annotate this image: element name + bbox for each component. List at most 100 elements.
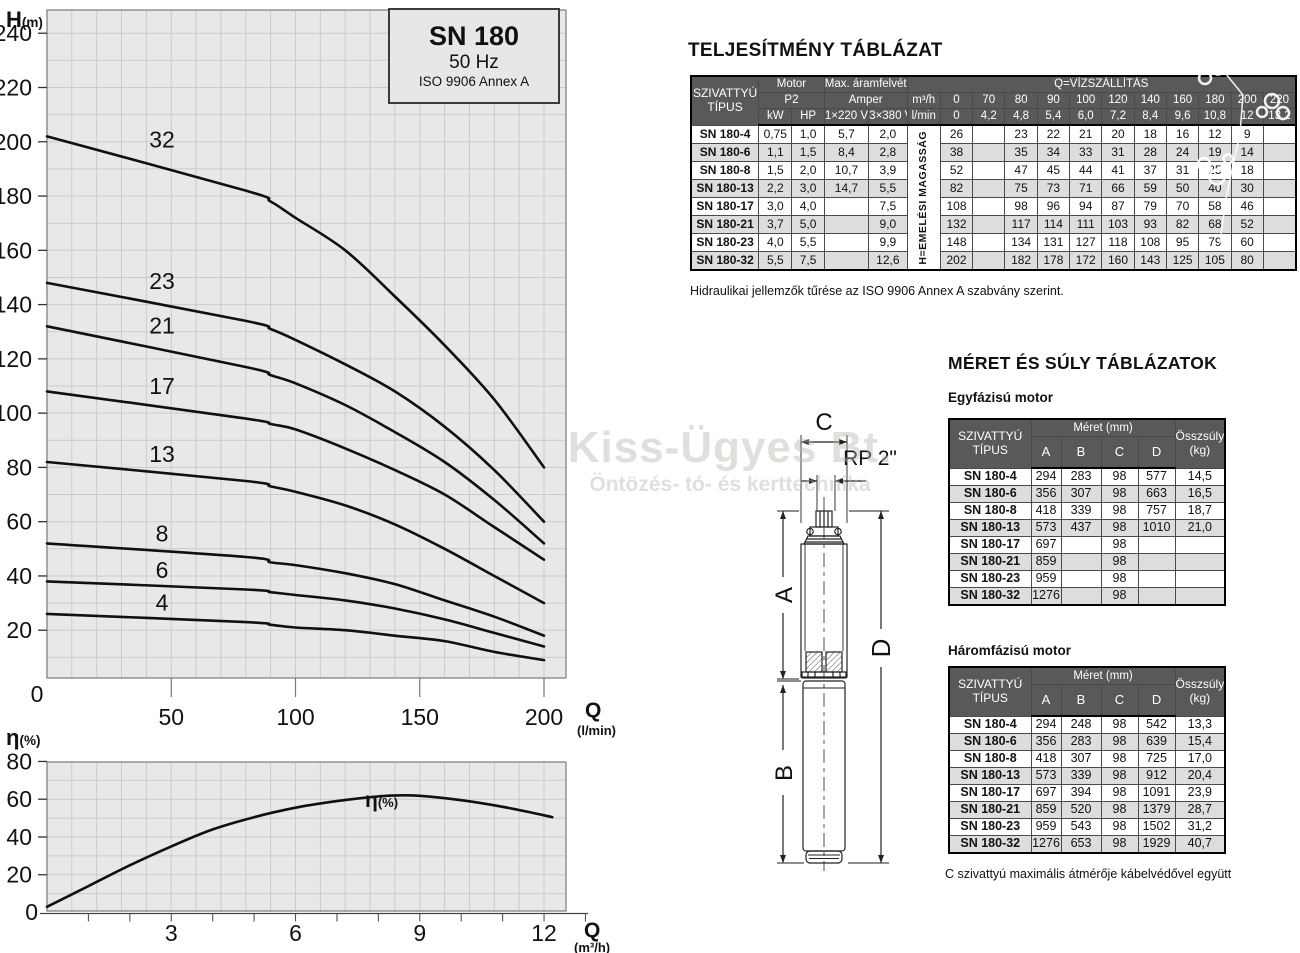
q-m3h-value: 80	[1004, 92, 1038, 109]
y-tick-label: 140	[0, 292, 32, 318]
head-value-cell: 33	[1069, 143, 1103, 162]
head-value-cell: 23	[1004, 124, 1038, 144]
head-value-cell: 114	[1036, 215, 1071, 234]
col-header-d: D	[1137, 684, 1176, 717]
kw-cell: 3,0	[758, 197, 793, 216]
dimension-value-cell	[1137, 570, 1176, 588]
a380-cell: 12,6	[868, 251, 908, 271]
q-lmin-value: 7,2	[1101, 108, 1135, 126]
dimension-row: SN 180-32 1276 98	[948, 587, 1226, 606]
dimension-section-title: MÉRET ÉS SÚLY TÁBLÁZATOK	[948, 353, 1218, 373]
head-value-cell: 41	[1101, 161, 1135, 180]
dimension-value-cell	[1137, 553, 1176, 571]
dimension-row: SN 180-8 418 307 98 725 17,0	[948, 750, 1226, 768]
dimension-value-cell: 757	[1137, 502, 1176, 520]
dimension-value-cell: 98	[1100, 587, 1139, 606]
performance-row: SN 180-21 3,7 5,0 9,0 132 117 114 111 103 93 82 68 5…	[690, 215, 1297, 234]
head-value-cell: 47	[1004, 161, 1038, 180]
head-value-cell: 103	[1101, 215, 1135, 234]
dimension-value-cell: 1929	[1137, 835, 1176, 854]
col-header-p2: P2	[758, 92, 825, 109]
head-value-cell	[972, 124, 1006, 144]
head-value-cell: 35	[1004, 143, 1038, 162]
head-axis-side-label: H=EMELÉSI MAGASSÁG	[906, 124, 941, 271]
dimension-row: SN 180-8 418 339 98 757 18,7	[948, 502, 1226, 520]
hp-cell: 4,0	[791, 197, 825, 216]
dimension-value-cell: 294	[1030, 715, 1062, 734]
dimension-value-cell: 16,5	[1174, 485, 1226, 503]
x-tick-label: 6	[289, 920, 302, 946]
head-value-cell: 87	[1101, 197, 1135, 216]
y-tick-label: 200	[0, 129, 32, 155]
head-value-cell: 66	[1101, 179, 1135, 198]
performance-table: SZIVATTYÚ TÍPUS Motor Max. áramfelvétel …	[690, 75, 1297, 271]
x-tick-label: 12	[531, 920, 557, 946]
a380-cell: 9,0	[868, 215, 908, 234]
pump-curve-6	[45, 580, 546, 648]
dimension-value-cell: 248	[1060, 715, 1102, 734]
head-value-cell: 182	[1004, 251, 1038, 271]
head-value-cell: 22	[1036, 124, 1071, 144]
head-value-cell: 143	[1133, 251, 1167, 271]
dimension-value-cell: 98	[1100, 502, 1139, 520]
dimension-value-cell: 697	[1030, 536, 1062, 554]
col-header-total-weight: Összsúly (kg)	[1174, 666, 1226, 717]
x-axis-title: Q	[585, 699, 601, 722]
performance-row: SN 180-32 5,5 7,5 12,6 202 182 178 172 160 143 125…	[690, 251, 1297, 271]
head-value-cell	[972, 143, 1006, 162]
y-tick-label: 40	[6, 563, 32, 589]
y-tick-label: 20	[6, 617, 32, 643]
head-value-cell: 59	[1133, 179, 1167, 198]
head-value-cell: 73	[1036, 179, 1071, 198]
hp-cell: 1,5	[791, 143, 825, 162]
a380-cell: 9,9	[868, 233, 908, 252]
pump-type-cell: SN 180-8	[948, 750, 1032, 768]
dimension-value-cell: 31,2	[1174, 818, 1226, 836]
pump-type-cell: SN 180-32	[948, 587, 1032, 606]
pump-curve-23	[45, 281, 546, 523]
head-value-cell: 131	[1036, 233, 1071, 252]
head-value-cell: 28	[1133, 143, 1167, 162]
dimension-value-cell: 1276	[1030, 587, 1062, 606]
pump-type-cell: SN 180-21	[948, 553, 1032, 571]
dimension-value-cell: 1379	[1137, 801, 1176, 819]
x-tick-label: 200	[525, 704, 563, 730]
frequency-label: 50 Hz	[449, 52, 499, 74]
dimension-value-cell: 98	[1100, 485, 1139, 503]
q-lmin-value: 4,8	[1004, 108, 1038, 126]
x-tick-label: 50	[158, 704, 184, 730]
dimension-value-cell: 356	[1030, 485, 1062, 503]
dimension-value-cell: 98	[1100, 536, 1139, 554]
hp-cell: 3,0	[791, 179, 825, 198]
a220-cell: 5,7	[823, 124, 870, 144]
kw-cell: 2,2	[758, 179, 793, 198]
head-value-cell	[972, 179, 1006, 198]
kw-cell: 1,1	[758, 143, 793, 162]
head-value-cell: 16	[1165, 124, 1200, 144]
a220-cell: 10,7	[823, 161, 870, 180]
curve-label-23: 23	[149, 268, 175, 294]
head-value-cell: 82	[1165, 215, 1200, 234]
col-header-a: A	[1030, 684, 1062, 717]
head-value-cell: 118	[1101, 233, 1135, 252]
dimension-value-cell: 283	[1060, 467, 1102, 486]
pump-type-cell: SN 180-8	[690, 161, 760, 180]
dimension-row: SN 180-13 573 339 98 912 20,4	[948, 767, 1226, 785]
pump-curve-8	[45, 542, 546, 637]
unit-lmin: l/min	[906, 108, 941, 126]
a220-cell	[823, 197, 870, 216]
head-value-cell: 98	[1004, 197, 1038, 216]
efficiency-curve	[45, 793, 554, 909]
unit-m3h: m³/h	[906, 92, 941, 109]
q-lmin-value: 12	[1230, 108, 1264, 126]
q-m3h-value: 180	[1198, 92, 1232, 109]
dimension-value-cell: 912	[1137, 767, 1176, 785]
dimension-value-cell: 98	[1100, 519, 1139, 537]
dimension-value-cell: 13,3	[1174, 715, 1226, 734]
q-m3h-value: 120	[1101, 92, 1135, 109]
a380-cell: 3,9	[868, 161, 908, 180]
dimension-value-cell: 418	[1030, 750, 1062, 768]
head-value-cell: 80	[1230, 251, 1264, 271]
a220-cell: 8,4	[823, 143, 870, 162]
dimension-row: SN 180-21 859 520 98 1379 28,7	[948, 801, 1226, 819]
